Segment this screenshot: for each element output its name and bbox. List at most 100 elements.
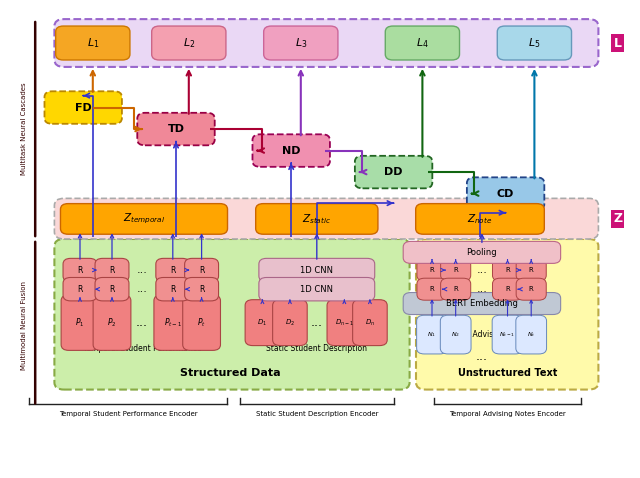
Text: Multitask Neural Cascades: Multitask Neural Cascades bbox=[21, 83, 28, 175]
FancyBboxPatch shape bbox=[440, 278, 471, 300]
FancyBboxPatch shape bbox=[416, 204, 545, 234]
FancyBboxPatch shape bbox=[61, 204, 228, 234]
FancyBboxPatch shape bbox=[259, 258, 374, 282]
Text: R: R bbox=[529, 286, 534, 292]
Text: $D_2$: $D_2$ bbox=[285, 317, 295, 328]
FancyBboxPatch shape bbox=[95, 258, 129, 282]
Text: Static Student Description Encoder: Static Student Description Encoder bbox=[255, 411, 378, 417]
Text: 1D CNN: 1D CNN bbox=[300, 285, 333, 293]
Text: $L_3$: $L_3$ bbox=[294, 36, 307, 50]
Text: $L_1$: $L_1$ bbox=[86, 36, 99, 50]
Text: $L_2$: $L_2$ bbox=[182, 36, 195, 50]
FancyBboxPatch shape bbox=[61, 295, 99, 350]
Text: $P_t$: $P_t$ bbox=[197, 316, 206, 329]
FancyBboxPatch shape bbox=[95, 277, 129, 301]
Text: FD: FD bbox=[75, 103, 92, 112]
FancyBboxPatch shape bbox=[385, 26, 460, 60]
Text: DD: DD bbox=[385, 167, 403, 177]
FancyBboxPatch shape bbox=[355, 156, 433, 188]
FancyBboxPatch shape bbox=[54, 198, 598, 239]
FancyBboxPatch shape bbox=[516, 278, 547, 300]
Text: R: R bbox=[529, 267, 534, 273]
FancyBboxPatch shape bbox=[440, 259, 471, 281]
FancyBboxPatch shape bbox=[467, 177, 545, 210]
FancyBboxPatch shape bbox=[417, 278, 447, 300]
Text: Temporal Student Performance Encoder: Temporal Student Performance Encoder bbox=[59, 411, 197, 417]
FancyBboxPatch shape bbox=[259, 277, 374, 301]
Text: ...: ... bbox=[477, 265, 487, 275]
FancyBboxPatch shape bbox=[516, 259, 547, 281]
FancyBboxPatch shape bbox=[45, 91, 122, 124]
Text: $D_n$: $D_n$ bbox=[365, 317, 375, 328]
Text: L: L bbox=[614, 36, 621, 50]
Text: $Z_{note}$: $Z_{note}$ bbox=[467, 212, 493, 226]
Text: Temporal Student Performance: Temporal Student Performance bbox=[83, 345, 202, 353]
Text: Temporal Advising Notes Encoder: Temporal Advising Notes Encoder bbox=[449, 411, 566, 417]
FancyBboxPatch shape bbox=[493, 259, 523, 281]
FancyBboxPatch shape bbox=[516, 315, 547, 354]
Text: TD: TD bbox=[168, 124, 184, 134]
Text: R: R bbox=[170, 266, 175, 274]
Text: Unstructured Text: Unstructured Text bbox=[458, 368, 557, 378]
Text: CD: CD bbox=[497, 189, 515, 198]
FancyBboxPatch shape bbox=[154, 295, 192, 350]
FancyBboxPatch shape bbox=[255, 204, 378, 234]
FancyBboxPatch shape bbox=[156, 258, 189, 282]
Text: R: R bbox=[109, 266, 115, 274]
Text: ...: ... bbox=[136, 316, 148, 329]
FancyBboxPatch shape bbox=[403, 293, 561, 315]
FancyBboxPatch shape bbox=[63, 258, 97, 282]
Text: R: R bbox=[429, 286, 435, 292]
Text: ...: ... bbox=[476, 349, 488, 363]
FancyBboxPatch shape bbox=[273, 300, 307, 346]
FancyBboxPatch shape bbox=[93, 295, 131, 350]
Text: $N_2$: $N_2$ bbox=[451, 330, 460, 339]
Text: ...: ... bbox=[137, 265, 147, 275]
FancyBboxPatch shape bbox=[353, 300, 387, 346]
Text: R: R bbox=[429, 267, 435, 273]
Text: $N_{t-1}$: $N_{t-1}$ bbox=[499, 330, 516, 339]
Text: ...: ... bbox=[477, 284, 487, 294]
FancyBboxPatch shape bbox=[492, 315, 523, 354]
Text: Multimodal Neural Fusion: Multimodal Neural Fusion bbox=[21, 281, 28, 369]
Text: $D_{n-1}$: $D_{n-1}$ bbox=[335, 317, 354, 328]
FancyBboxPatch shape bbox=[184, 258, 218, 282]
Text: $D_1$: $D_1$ bbox=[257, 317, 268, 328]
Text: $P_1$: $P_1$ bbox=[76, 316, 84, 329]
Text: $L_4$: $L_4$ bbox=[416, 36, 429, 50]
Text: $Z_{static}$: $Z_{static}$ bbox=[302, 212, 332, 226]
Text: R: R bbox=[170, 285, 175, 293]
Text: $N_t$: $N_t$ bbox=[527, 330, 536, 339]
Text: R: R bbox=[77, 266, 83, 274]
Text: R: R bbox=[199, 285, 204, 293]
Text: ...: ... bbox=[137, 284, 147, 294]
Text: R: R bbox=[505, 286, 510, 292]
FancyBboxPatch shape bbox=[440, 315, 471, 354]
Text: BERT Embedding: BERT Embedding bbox=[446, 299, 518, 308]
FancyBboxPatch shape bbox=[138, 113, 215, 145]
FancyBboxPatch shape bbox=[245, 300, 280, 346]
FancyBboxPatch shape bbox=[417, 315, 447, 354]
FancyBboxPatch shape bbox=[327, 300, 362, 346]
FancyBboxPatch shape bbox=[183, 295, 220, 350]
FancyBboxPatch shape bbox=[493, 278, 523, 300]
Text: R: R bbox=[109, 285, 115, 293]
Text: ...: ... bbox=[311, 316, 323, 329]
FancyBboxPatch shape bbox=[416, 239, 598, 390]
Text: R: R bbox=[453, 267, 458, 273]
FancyBboxPatch shape bbox=[417, 259, 447, 281]
Text: R: R bbox=[199, 266, 204, 274]
Text: $P_{t-1}$: $P_{t-1}$ bbox=[164, 316, 182, 329]
FancyBboxPatch shape bbox=[54, 239, 410, 390]
FancyBboxPatch shape bbox=[56, 26, 130, 60]
Text: $Z_{temporal}$: $Z_{temporal}$ bbox=[123, 212, 165, 226]
FancyBboxPatch shape bbox=[156, 277, 189, 301]
Text: R: R bbox=[505, 267, 510, 273]
FancyBboxPatch shape bbox=[184, 277, 218, 301]
Text: $L_5$: $L_5$ bbox=[528, 36, 541, 50]
Text: $P_2$: $P_2$ bbox=[108, 316, 116, 329]
Text: Z: Z bbox=[613, 212, 622, 226]
Text: Static Student Description: Static Student Description bbox=[266, 345, 367, 353]
FancyBboxPatch shape bbox=[63, 277, 97, 301]
FancyBboxPatch shape bbox=[264, 26, 338, 60]
